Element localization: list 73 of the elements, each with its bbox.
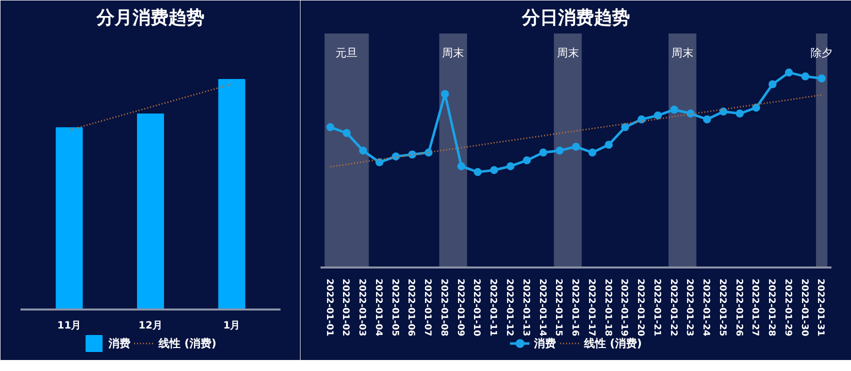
x-tick-label: 2022-01-17 (586, 278, 596, 336)
x-tick-label: 2022-01-30 (798, 278, 809, 336)
point (588, 148, 596, 157)
point (621, 123, 630, 132)
x-tick-label: 2022-01-31 (815, 278, 826, 336)
point (474, 168, 482, 176)
point (506, 162, 514, 170)
point (719, 108, 728, 116)
x-tick-label: 2022-01-20 (635, 278, 646, 336)
x-tick-label: 2022-01-03 (356, 278, 367, 336)
x-tick-label: 2022-01-05 (389, 278, 400, 336)
x-tick-label: 11月 (57, 320, 82, 332)
legend-label: 线性 (消费) (584, 336, 642, 350)
point (440, 90, 449, 98)
x-tick-label: 2022-01-22 (668, 278, 678, 336)
point (522, 156, 531, 164)
point (736, 110, 744, 118)
x-tick-label: 2022-01-28 (766, 278, 776, 336)
legend-label: 消费 (108, 336, 131, 350)
chart-title: 分月消费趋势 (96, 8, 204, 28)
point (686, 110, 695, 118)
x-tick-label: 2022-01-26 (733, 278, 744, 336)
point (784, 68, 793, 77)
point (359, 146, 368, 155)
x-tick-label: 2022-01-16 (570, 278, 580, 336)
point (375, 158, 384, 166)
point (801, 72, 810, 80)
x-tick-label: 2022-01-09 (454, 278, 465, 336)
legend-label: 线性 (消费) (158, 336, 216, 350)
point (490, 166, 498, 174)
point (326, 123, 334, 132)
x-tick-label: 2022-01-02 (340, 278, 350, 336)
x-tick-label: 2022-01-08 (438, 278, 448, 336)
point (638, 115, 646, 124)
x-tick-label: 2022-01-12 (504, 278, 514, 336)
x-tick-label: 2022-01-01 (324, 278, 334, 336)
x-tick-label: 2022-01-25 (716, 278, 727, 336)
band-label: 周末 (671, 46, 694, 60)
point (556, 146, 564, 155)
x-tick-label: 2022-01-23 (684, 278, 694, 336)
x-tick-label: 12月 (138, 320, 162, 332)
x-tick-label: 2022-01-04 (372, 278, 383, 336)
point (457, 162, 466, 170)
x-tick-label: 2022-01-24 (700, 278, 711, 336)
x-tick-label: 2022-01-29 (782, 278, 792, 336)
x-tick-label: 2022-01-19 (618, 278, 629, 336)
point (670, 106, 678, 114)
point (342, 129, 351, 138)
legend-label: 消费 (534, 336, 556, 350)
band-label: 元旦 (336, 46, 358, 60)
point (703, 115, 712, 124)
x-tick-label: 2022-01-06 (406, 278, 416, 336)
x-tick-label: 2022-01-11 (488, 278, 498, 336)
x-tick-label: 2022-01-27 (750, 278, 760, 336)
point (818, 74, 826, 82)
point (768, 80, 777, 88)
x-tick-label: 2022-01-07 (422, 278, 432, 336)
point (539, 148, 548, 157)
x-tick-label: 2022-01-14 (536, 278, 547, 336)
point (752, 104, 760, 112)
band-label: 周末 (442, 46, 464, 60)
x-tick-label: 2022-01-21 (651, 278, 662, 336)
point (604, 140, 613, 149)
x-tick-label: 1月 (223, 320, 240, 332)
point (408, 150, 416, 158)
point (572, 142, 580, 151)
x-tick-label: 2022-01-13 (520, 278, 530, 336)
x-tick-label: 2022-01-10 (471, 278, 482, 336)
chart-title: 分日消费趋势 (521, 8, 630, 28)
x-tick-label: 2022-01-15 (553, 278, 564, 336)
point (654, 111, 662, 120)
band-label: 周末 (556, 46, 579, 60)
x-tick-label: 2022-01-18 (602, 278, 612, 336)
